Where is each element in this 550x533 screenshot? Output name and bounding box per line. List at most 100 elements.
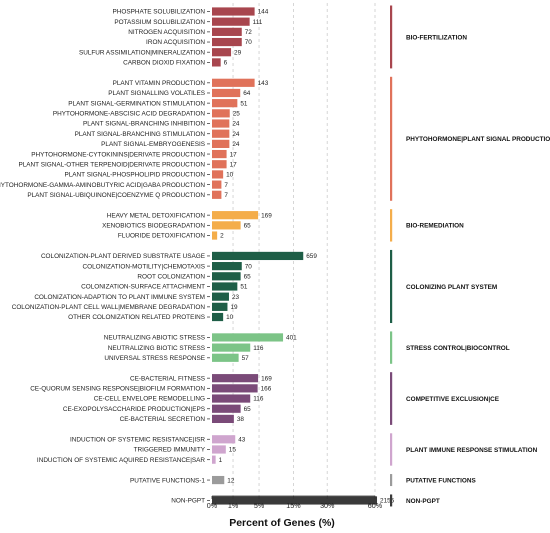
category-label: COLONIZATION-PLANT CELL WALL|MEMBRANE DE… bbox=[12, 304, 206, 311]
bar bbox=[212, 414, 234, 423]
bar bbox=[212, 170, 224, 179]
group-label: PUTATIVE FUNCTIONS bbox=[406, 477, 476, 484]
category-label: COLONIZATION-MOTILITY|CHEMOTAXIS bbox=[83, 263, 206, 270]
bar-count-label: 65 bbox=[244, 406, 252, 413]
bar-count-label: 15 bbox=[229, 447, 237, 454]
category-label: NEUTRALIZING ABIOTIC STRESS bbox=[104, 335, 205, 342]
bar-count-label: 24 bbox=[232, 121, 240, 128]
group-bracket bbox=[390, 331, 393, 364]
bar-count-label: 51 bbox=[240, 284, 248, 291]
bar-count-label: 111 bbox=[253, 19, 263, 26]
category-label: PLANT SIGNAL-GERMINATION STIMULATION bbox=[68, 100, 205, 107]
category-label: TRIGGERED IMMUNITY bbox=[134, 447, 206, 454]
group-label: COMPETITIVE EXCLUSION|CE bbox=[406, 396, 500, 403]
bar bbox=[212, 496, 378, 505]
category-label: INDUCTION OF SYSTEMIC RESISTANCE|ISR bbox=[70, 437, 205, 444]
category-label: CE-BACTERIAL SECRETION bbox=[120, 416, 206, 423]
category-label: PLANT VITAMIN PRODUCTION bbox=[113, 80, 206, 87]
bar bbox=[212, 78, 255, 87]
bar bbox=[212, 251, 304, 261]
category-label: PLANT SIGNAL-BRANCHING INHIBITION bbox=[83, 121, 205, 128]
bar bbox=[212, 221, 241, 230]
bar-count-label: 24 bbox=[232, 131, 240, 138]
bar-count-label: 401 bbox=[286, 335, 297, 342]
bar-count-label: 29 bbox=[234, 49, 242, 56]
category-label: PHOSPHATE SOLUBILIZATION bbox=[113, 9, 206, 16]
bar-count-label: 2155 bbox=[380, 498, 395, 505]
bar-count-label: 10 bbox=[226, 314, 234, 321]
x-tick-label: 0% bbox=[207, 501, 218, 510]
x-tick-label: 1% bbox=[228, 501, 239, 510]
bar-count-label: 24 bbox=[232, 141, 240, 148]
category-label: PHYTOHORMONE-GAMMA-AMINOBUTYRIC ACID|GAB… bbox=[0, 182, 205, 189]
category-label: CE-BACTERIAL FITNESS bbox=[130, 375, 205, 382]
category-label: POTASSIUM SOLUBILIZATION bbox=[114, 19, 205, 26]
bar bbox=[212, 160, 227, 169]
group-bracket bbox=[390, 433, 393, 466]
bar bbox=[212, 404, 241, 413]
category-labels: PHOSPHATE SOLUBILIZATION POTASSIUM SOLUBI… bbox=[0, 9, 210, 505]
category-label: PLANT SIGNAL-BRANCHING STIMULATION bbox=[75, 131, 206, 138]
category-label: OTHER COLONIZATION RELATED PROTEINS bbox=[68, 314, 205, 321]
bar-count-label: 143 bbox=[258, 80, 269, 87]
bar-count-label: 166 bbox=[261, 386, 272, 393]
group-label: NON-PGPT bbox=[406, 498, 440, 505]
category-label: SULFUR ASSIMILATION|MINERALIZATION bbox=[79, 49, 205, 56]
bar-count-label: 23 bbox=[232, 294, 240, 301]
bar bbox=[212, 139, 230, 148]
x-axis: 0% 1% 5% 15% 30% 60% bbox=[207, 495, 383, 510]
bar-count-label: 25 bbox=[233, 111, 241, 118]
category-label: PLANT SIGNAL-PHOSPHOLIPID PRODUCTION bbox=[64, 172, 205, 179]
category-label: NON-PGPT bbox=[171, 498, 205, 505]
group-label: BIO-REMEDIATION bbox=[406, 223, 464, 230]
bar-count-label: 1 bbox=[219, 457, 223, 464]
x-tick-label: 30% bbox=[320, 501, 335, 510]
category-label: COLONIZATION-ADAPTION TO PLANT IMMUNE SY… bbox=[34, 294, 205, 301]
category-label: NITROGEN ACQUISITION bbox=[128, 29, 205, 36]
bar-count-label: 70 bbox=[245, 263, 253, 270]
bar bbox=[212, 17, 250, 26]
bar bbox=[212, 374, 259, 383]
bar-count-label: 659 bbox=[306, 253, 317, 260]
bar-count-label: 12 bbox=[227, 477, 235, 484]
bar-count-label: 2 bbox=[220, 233, 224, 240]
category-label: COLONIZATION-PLANT DERIVED SUBSTRATE USA… bbox=[41, 253, 205, 260]
bar bbox=[212, 99, 238, 108]
category-label: CE-EXOPOLYSACCHARIDE PRODUCTION|EPS bbox=[63, 406, 205, 413]
bar bbox=[212, 394, 251, 403]
group-bracket bbox=[390, 474, 393, 487]
bar-count-label: 43 bbox=[238, 437, 246, 444]
bar bbox=[212, 129, 230, 138]
x-tick-label: 15% bbox=[286, 501, 301, 510]
category-label: XENOBIOTICS BIODEGRADATION bbox=[102, 223, 205, 230]
bar-count-label: 7 bbox=[224, 192, 228, 199]
bar-count-label: 65 bbox=[244, 274, 252, 281]
category-label: CE-QUORUM SENSING RESPONSE|BIOFILM FORMA… bbox=[30, 386, 205, 393]
category-label: IRON ACQUISITION bbox=[146, 39, 205, 46]
category-label: COLONIZATION-SURFACE ATTACHMENT bbox=[81, 284, 205, 291]
bar bbox=[212, 211, 259, 220]
bar bbox=[212, 149, 227, 159]
bar-count-label: 38 bbox=[237, 416, 245, 423]
bar bbox=[212, 445, 226, 454]
category-label: PUTATIVE FUNCTIONS-1 bbox=[130, 477, 205, 484]
bar-count-label: 70 bbox=[245, 39, 253, 46]
bar-count-label: 116 bbox=[253, 396, 264, 403]
category-label: PLANT SIGNAL-UBIQUINONE|COENZYME Q PRODU… bbox=[27, 192, 205, 199]
bar bbox=[212, 272, 241, 281]
bar-count-label: 17 bbox=[230, 151, 238, 158]
bar bbox=[212, 58, 221, 67]
bar-count-label: 19 bbox=[230, 304, 238, 311]
group-bracket bbox=[390, 209, 393, 242]
category-label: NEUTRALIZING BIOTIC STRESS bbox=[108, 345, 205, 352]
bar bbox=[212, 119, 230, 128]
x-tick-label: 60% bbox=[368, 501, 383, 510]
category-label: PHYTOHORMONE-CYTOKININS|DERIVATE PRODUCT… bbox=[31, 151, 205, 158]
group-bracket bbox=[390, 249, 393, 324]
bar bbox=[212, 475, 225, 485]
group-bracket bbox=[390, 76, 393, 201]
group-bracket bbox=[390, 494, 393, 507]
category-label: INDUCTION OF SYSTEMIC AQUIRED RESISTANCE… bbox=[37, 457, 205, 464]
grid-lines bbox=[232, 3, 376, 496]
